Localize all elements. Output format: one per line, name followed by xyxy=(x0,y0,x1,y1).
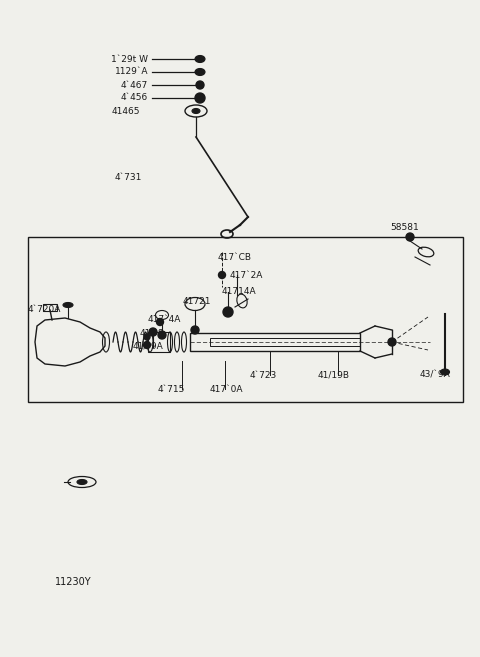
Text: 43/`9A: 43/`9A xyxy=(420,371,451,380)
Circle shape xyxy=(406,233,414,241)
Text: 11230Y: 11230Y xyxy=(55,577,92,587)
Ellipse shape xyxy=(441,369,449,375)
Circle shape xyxy=(144,334,150,340)
Ellipse shape xyxy=(195,68,205,76)
Bar xyxy=(28,237,463,402)
Circle shape xyxy=(156,319,164,325)
Ellipse shape xyxy=(192,108,200,114)
Text: 41721: 41721 xyxy=(183,298,212,307)
Text: 41/19B: 41/19B xyxy=(318,371,350,380)
Text: 4`715: 4`715 xyxy=(158,384,185,394)
Text: 4`720A: 4`720A xyxy=(28,304,61,313)
Circle shape xyxy=(149,328,157,336)
Text: 1`29t W: 1`29t W xyxy=(111,55,148,64)
Text: 1129`A: 1129`A xyxy=(115,68,148,76)
Text: 417`CB: 417`CB xyxy=(218,252,252,261)
Ellipse shape xyxy=(63,302,73,307)
Circle shape xyxy=(218,271,226,279)
Circle shape xyxy=(223,307,233,317)
Bar xyxy=(190,333,360,351)
Circle shape xyxy=(191,326,199,334)
Circle shape xyxy=(158,331,166,339)
Ellipse shape xyxy=(195,55,205,62)
Text: 4`723: 4`723 xyxy=(250,371,277,380)
Text: 4`467: 4`467 xyxy=(121,81,148,89)
Text: 41/`9A: 41/`9A xyxy=(133,342,164,351)
Text: 4`731: 4`731 xyxy=(115,173,143,181)
Bar xyxy=(148,332,170,352)
Text: 4`456: 4`456 xyxy=(121,93,148,102)
Bar xyxy=(210,338,360,346)
Circle shape xyxy=(388,338,396,346)
Text: 417`2A: 417`2A xyxy=(230,271,264,279)
Ellipse shape xyxy=(77,480,87,484)
Circle shape xyxy=(196,81,204,89)
Bar xyxy=(43,304,57,311)
Text: 58581: 58581 xyxy=(390,223,419,231)
Text: 41714A: 41714A xyxy=(222,288,257,296)
Text: 41465: 41465 xyxy=(111,106,140,116)
Text: 41/`8: 41/`8 xyxy=(140,330,165,338)
Text: 417`4A: 417`4A xyxy=(148,315,181,323)
Text: 417`0A: 417`0A xyxy=(210,384,243,394)
Circle shape xyxy=(144,342,151,348)
Circle shape xyxy=(195,93,205,103)
